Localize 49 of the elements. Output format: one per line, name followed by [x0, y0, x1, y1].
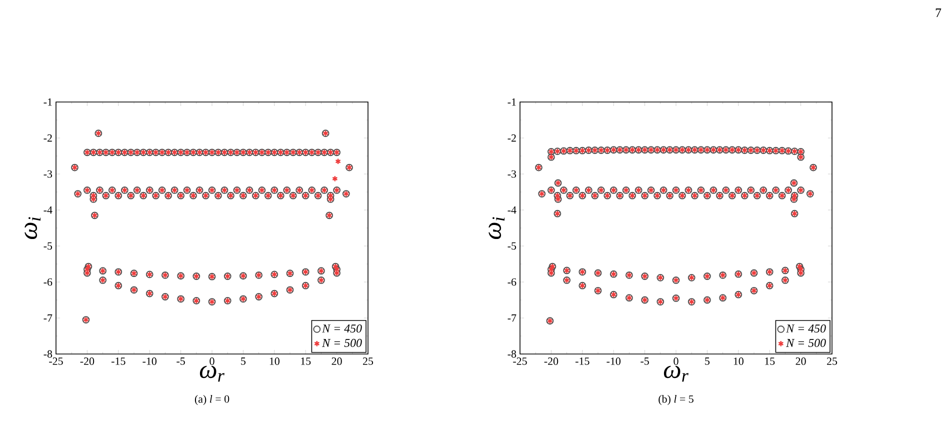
x-tick-label: -15 [112, 358, 126, 365]
x-tick-label: 20 [332, 358, 342, 365]
x-tick-label: -25 [513, 358, 527, 365]
y-axis-title: ω$_{i}$ [488, 217, 505, 240]
y-axis-title: ω$_{i}$ [24, 217, 41, 240]
x-tick-label: 20 [796, 358, 806, 365]
x-tick-label: 15 [301, 358, 311, 365]
x-tick-label: -5 [640, 358, 649, 365]
y-tick-label: -7 [508, 314, 516, 322]
legend-label: N = 500 [786, 338, 826, 347]
x-tick-label: -20 [80, 358, 94, 365]
y-tick-label: -3 [44, 170, 52, 178]
y-tick-label: -1 [44, 98, 52, 106]
x-tick-label: 25 [363, 358, 374, 365]
y-tick-label: -2 [44, 134, 52, 142]
y-tick-label: -5 [508, 242, 516, 250]
x-tick-label: -20 [544, 358, 558, 365]
y-tick-label: -3 [508, 170, 516, 178]
x-tick-label: -5 [176, 358, 185, 365]
x-tick-label: 10 [734, 358, 744, 365]
x-axis-title: ω$_{r}$ [200, 366, 224, 382]
x-tick-label: 15 [765, 358, 775, 365]
x-tick-label: -10 [142, 358, 156, 365]
y-tick-label: -5 [44, 242, 52, 250]
y-tick-label: -4 [44, 206, 52, 214]
x-tick-label: 5 [241, 358, 246, 365]
y-tick-label: -8 [44, 350, 52, 358]
x-axis-title: ω$_{r}$ [664, 366, 688, 382]
y-tick-label: -6 [508, 278, 516, 286]
y-tick-label: -4 [508, 206, 516, 214]
legend-label: N = 500 [322, 338, 362, 347]
x-tick-label: 0 [210, 358, 214, 365]
y-tick-label: -1 [508, 98, 516, 106]
x-tick-label: 0 [674, 358, 678, 365]
x-tick-label: 25 [827, 358, 838, 365]
y-tick-label: -8 [508, 350, 516, 358]
y-tick-label: -2 [508, 134, 516, 142]
text: (a) l = 0 [194, 395, 230, 405]
y-tick-label: -6 [44, 278, 52, 286]
text: (b) l = 5 [658, 395, 694, 405]
x-tick-label: 5 [705, 358, 710, 365]
text: 7 [936, 8, 942, 17]
x-tick-label: -25 [49, 358, 63, 365]
legend-label: N = 450 [322, 324, 362, 333]
x-tick-label: -15 [576, 358, 590, 365]
x-tick-label: -10 [606, 358, 620, 365]
x-tick-label: 10 [270, 358, 280, 365]
legend-label: N = 450 [786, 324, 826, 333]
y-tick-label: -7 [44, 314, 52, 322]
